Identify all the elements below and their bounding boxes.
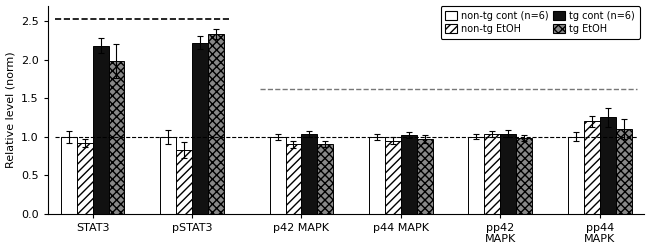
Bar xyxy=(516,138,532,214)
Bar xyxy=(417,139,433,214)
Bar xyxy=(401,135,417,214)
Y-axis label: Relative level (norm): Relative level (norm) xyxy=(6,51,16,168)
Bar xyxy=(208,34,224,214)
Bar xyxy=(584,121,600,214)
Legend: non-tg cont (n=6), non-tg EtOH, tg cont (n=6), tg EtOH: non-tg cont (n=6), non-tg EtOH, tg cont … xyxy=(441,6,640,39)
Bar xyxy=(77,143,93,214)
Bar xyxy=(369,137,385,214)
Bar xyxy=(285,144,302,214)
Bar xyxy=(270,137,285,214)
Bar xyxy=(484,134,500,214)
Bar xyxy=(600,118,616,214)
Bar xyxy=(302,134,317,214)
Bar xyxy=(616,129,632,214)
Bar xyxy=(192,42,208,214)
Bar xyxy=(568,137,584,214)
Bar xyxy=(469,137,484,214)
Bar xyxy=(93,46,109,214)
Bar xyxy=(317,144,333,214)
Bar xyxy=(500,134,516,214)
Bar xyxy=(176,150,192,214)
Bar xyxy=(161,137,176,214)
Bar xyxy=(61,137,77,214)
Bar xyxy=(385,140,401,214)
Bar xyxy=(109,61,124,214)
